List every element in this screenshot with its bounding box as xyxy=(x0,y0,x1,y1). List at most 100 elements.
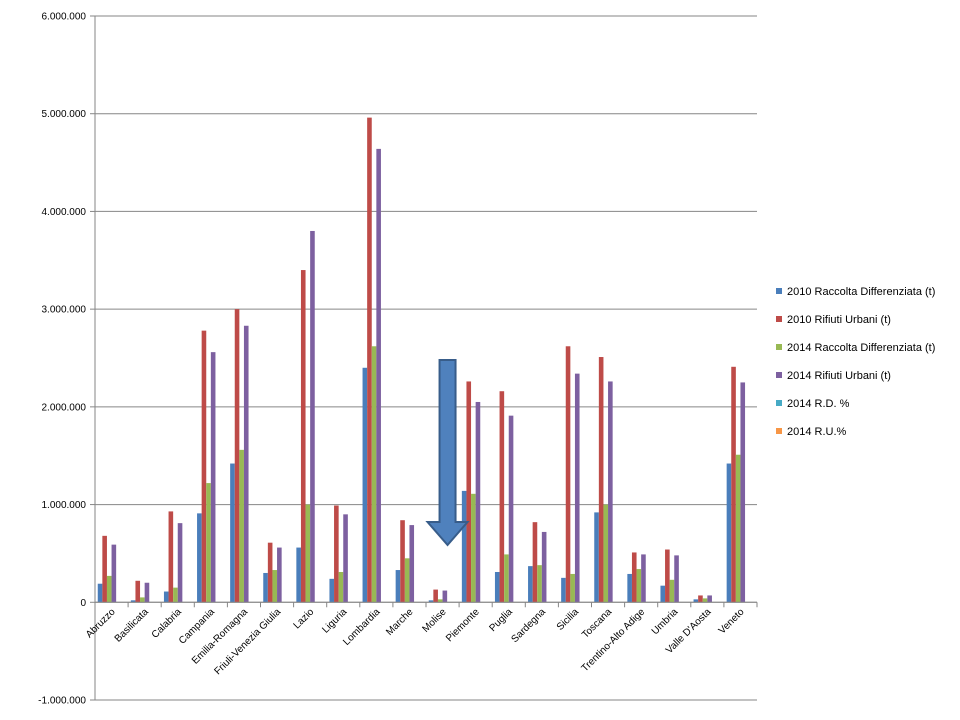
legend-label: 2014 Rifiuti Urbani (t) xyxy=(787,370,891,382)
x-tick-label: Abruzzo xyxy=(84,606,118,640)
bar xyxy=(97,583,103,603)
bar xyxy=(239,449,244,603)
bar xyxy=(504,554,509,603)
bar xyxy=(277,547,282,603)
legend-swatch xyxy=(776,400,782,406)
legend-swatch xyxy=(776,428,782,434)
bar xyxy=(598,357,604,603)
x-tick-label: Sardegna xyxy=(510,606,549,645)
x-tick-label: Liguria xyxy=(320,606,349,635)
bar xyxy=(669,579,675,603)
bar xyxy=(305,504,311,603)
x-tick-label: Umbria xyxy=(650,606,681,637)
bar xyxy=(574,373,580,603)
bar xyxy=(570,573,575,603)
y-tick-label: 4.000.000 xyxy=(42,207,87,218)
bar xyxy=(140,597,145,603)
bar xyxy=(608,381,613,603)
bar xyxy=(702,598,708,603)
bar xyxy=(400,520,405,603)
y-tick-label: 3.000.000 xyxy=(42,305,87,316)
bar xyxy=(627,573,632,603)
bar xyxy=(130,600,136,603)
bar xyxy=(731,366,736,603)
legend-label: 2010 Rifiuti Urbani (t) xyxy=(787,314,891,326)
bar xyxy=(466,381,472,603)
x-axis: AbruzzoBasilicataCalabriaCampaniaEmilia-… xyxy=(84,601,758,677)
legend-label: 2014 R.U.% xyxy=(787,426,847,438)
bar xyxy=(442,590,448,603)
x-tick-label: Trentino-Alto Adige xyxy=(580,606,648,674)
bar xyxy=(404,558,410,603)
bar xyxy=(641,554,646,603)
bar xyxy=(636,569,642,603)
bar xyxy=(428,600,434,603)
bar xyxy=(163,591,169,603)
bar xyxy=(371,346,377,603)
x-tick-label: Molise xyxy=(420,606,449,635)
bar xyxy=(475,401,481,603)
legend-swatch xyxy=(776,288,782,294)
bar xyxy=(698,595,703,603)
legend-label: 2010 Raccolta Differenziata (t) xyxy=(787,286,935,298)
bar xyxy=(665,549,670,603)
bar xyxy=(603,504,609,603)
bar xyxy=(437,599,443,603)
legend-swatch xyxy=(776,372,782,378)
bar xyxy=(173,587,178,603)
bar xyxy=(206,483,211,603)
bar xyxy=(461,490,467,603)
down-arrow-annotation xyxy=(425,359,470,547)
y-tick-label: 6.000.000 xyxy=(42,12,87,23)
x-tick-label: Lazio xyxy=(292,606,317,631)
bar xyxy=(338,571,344,603)
bar xyxy=(310,230,315,603)
x-tick-label: Marche xyxy=(384,606,416,638)
bar xyxy=(168,511,174,603)
y-tick-label: -1.000.000 xyxy=(38,696,86,707)
bar xyxy=(674,555,679,603)
bar xyxy=(660,585,666,603)
bar xyxy=(367,117,372,603)
bar xyxy=(537,565,542,603)
bar xyxy=(433,589,438,603)
x-tick-label: Friuli-Venezia Giulia xyxy=(213,606,284,677)
legend-swatch xyxy=(776,344,782,350)
bar xyxy=(177,523,183,603)
bar xyxy=(102,535,107,603)
bar xyxy=(740,382,746,603)
bar xyxy=(565,346,571,603)
bar xyxy=(243,325,249,603)
bar xyxy=(561,577,566,603)
legend-label: 2014 R.D. % xyxy=(787,398,850,410)
bar xyxy=(726,463,732,603)
bar xyxy=(376,148,381,603)
bar xyxy=(362,367,368,603)
bar xyxy=(528,566,533,603)
bar xyxy=(735,454,741,603)
bar xyxy=(508,415,514,603)
bar xyxy=(693,599,699,603)
bar xyxy=(329,578,335,603)
bar xyxy=(499,391,505,603)
bar xyxy=(409,525,415,603)
x-tick-label: Piemonte xyxy=(444,606,482,644)
bar xyxy=(263,572,268,603)
annotations xyxy=(425,359,470,547)
bar xyxy=(111,544,117,603)
bar xyxy=(106,575,112,603)
bar-series-group xyxy=(97,117,746,603)
x-tick-label: Sicilia xyxy=(555,606,582,633)
bar xyxy=(395,570,401,603)
bar xyxy=(631,552,637,603)
bar xyxy=(144,582,150,603)
bar xyxy=(300,270,306,603)
bar xyxy=(234,309,240,603)
legend-label: 2014 Raccolta Differenziata (t) xyxy=(787,342,935,354)
y-tick-label: 0 xyxy=(80,598,86,609)
bar xyxy=(197,513,202,603)
y-tick-label: 2.000.000 xyxy=(42,402,87,413)
legend: 2010 Raccolta Differenziata (t) 2010 Rifi… xyxy=(776,286,935,438)
bar xyxy=(272,570,278,603)
